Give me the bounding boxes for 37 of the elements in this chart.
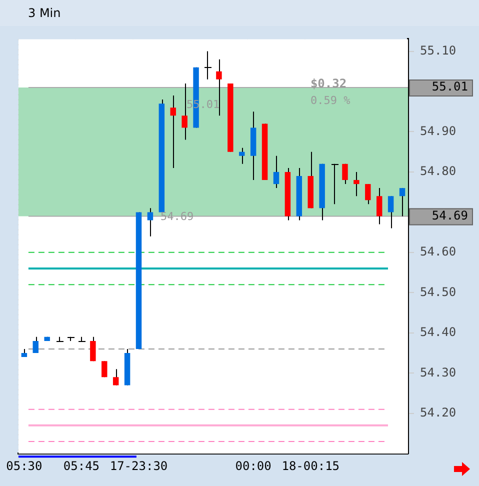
candlestick	[112, 368, 119, 386]
y-tick-label: 54.20	[420, 405, 456, 420]
y-tick-label: 54.80	[420, 164, 456, 178]
candlestick	[376, 188, 382, 225]
candlestick	[102, 360, 108, 378]
candlestick	[32, 336, 38, 354]
candlestick	[56, 336, 64, 342]
candlestick	[78, 336, 86, 342]
x-tick-label: 18-00:15	[282, 458, 340, 473]
candlestick	[331, 163, 339, 205]
candlestick	[388, 196, 394, 229]
candlestick	[399, 188, 406, 217]
x-tick-label: 05:45	[63, 458, 100, 473]
ref-line-label: 55.01	[432, 80, 468, 94]
x-tick-label: 17-23:30	[110, 458, 168, 473]
candlestick	[182, 82, 188, 140]
candlestick	[365, 184, 371, 205]
candlestick	[354, 171, 360, 197]
y-tick-label: 54.50	[420, 284, 456, 299]
ref-line-label: 54.69	[432, 208, 468, 222]
candlestick	[239, 147, 245, 164]
x-tick-label: 00:00	[235, 458, 272, 473]
candlestick	[90, 336, 96, 362]
y-tick-label: 54.90	[420, 124, 456, 138]
y-tick-label: 54.40	[420, 325, 456, 340]
candlestick	[204, 50, 212, 80]
candlestick	[342, 163, 348, 185]
candlestick	[273, 155, 280, 189]
annotation: $0.32	[310, 76, 347, 90]
x-tick-label: 05:30	[6, 458, 42, 473]
chart-title: 3 Min	[0, 0, 479, 26]
candlestick	[147, 208, 154, 237]
candlestick	[170, 95, 176, 168]
y-tick-label: 54.30	[420, 365, 456, 380]
annotation: 0.59 %	[310, 94, 351, 108]
y-tick-label: 54.60	[420, 244, 456, 259]
y-tick-label: 55.10	[420, 43, 456, 58]
